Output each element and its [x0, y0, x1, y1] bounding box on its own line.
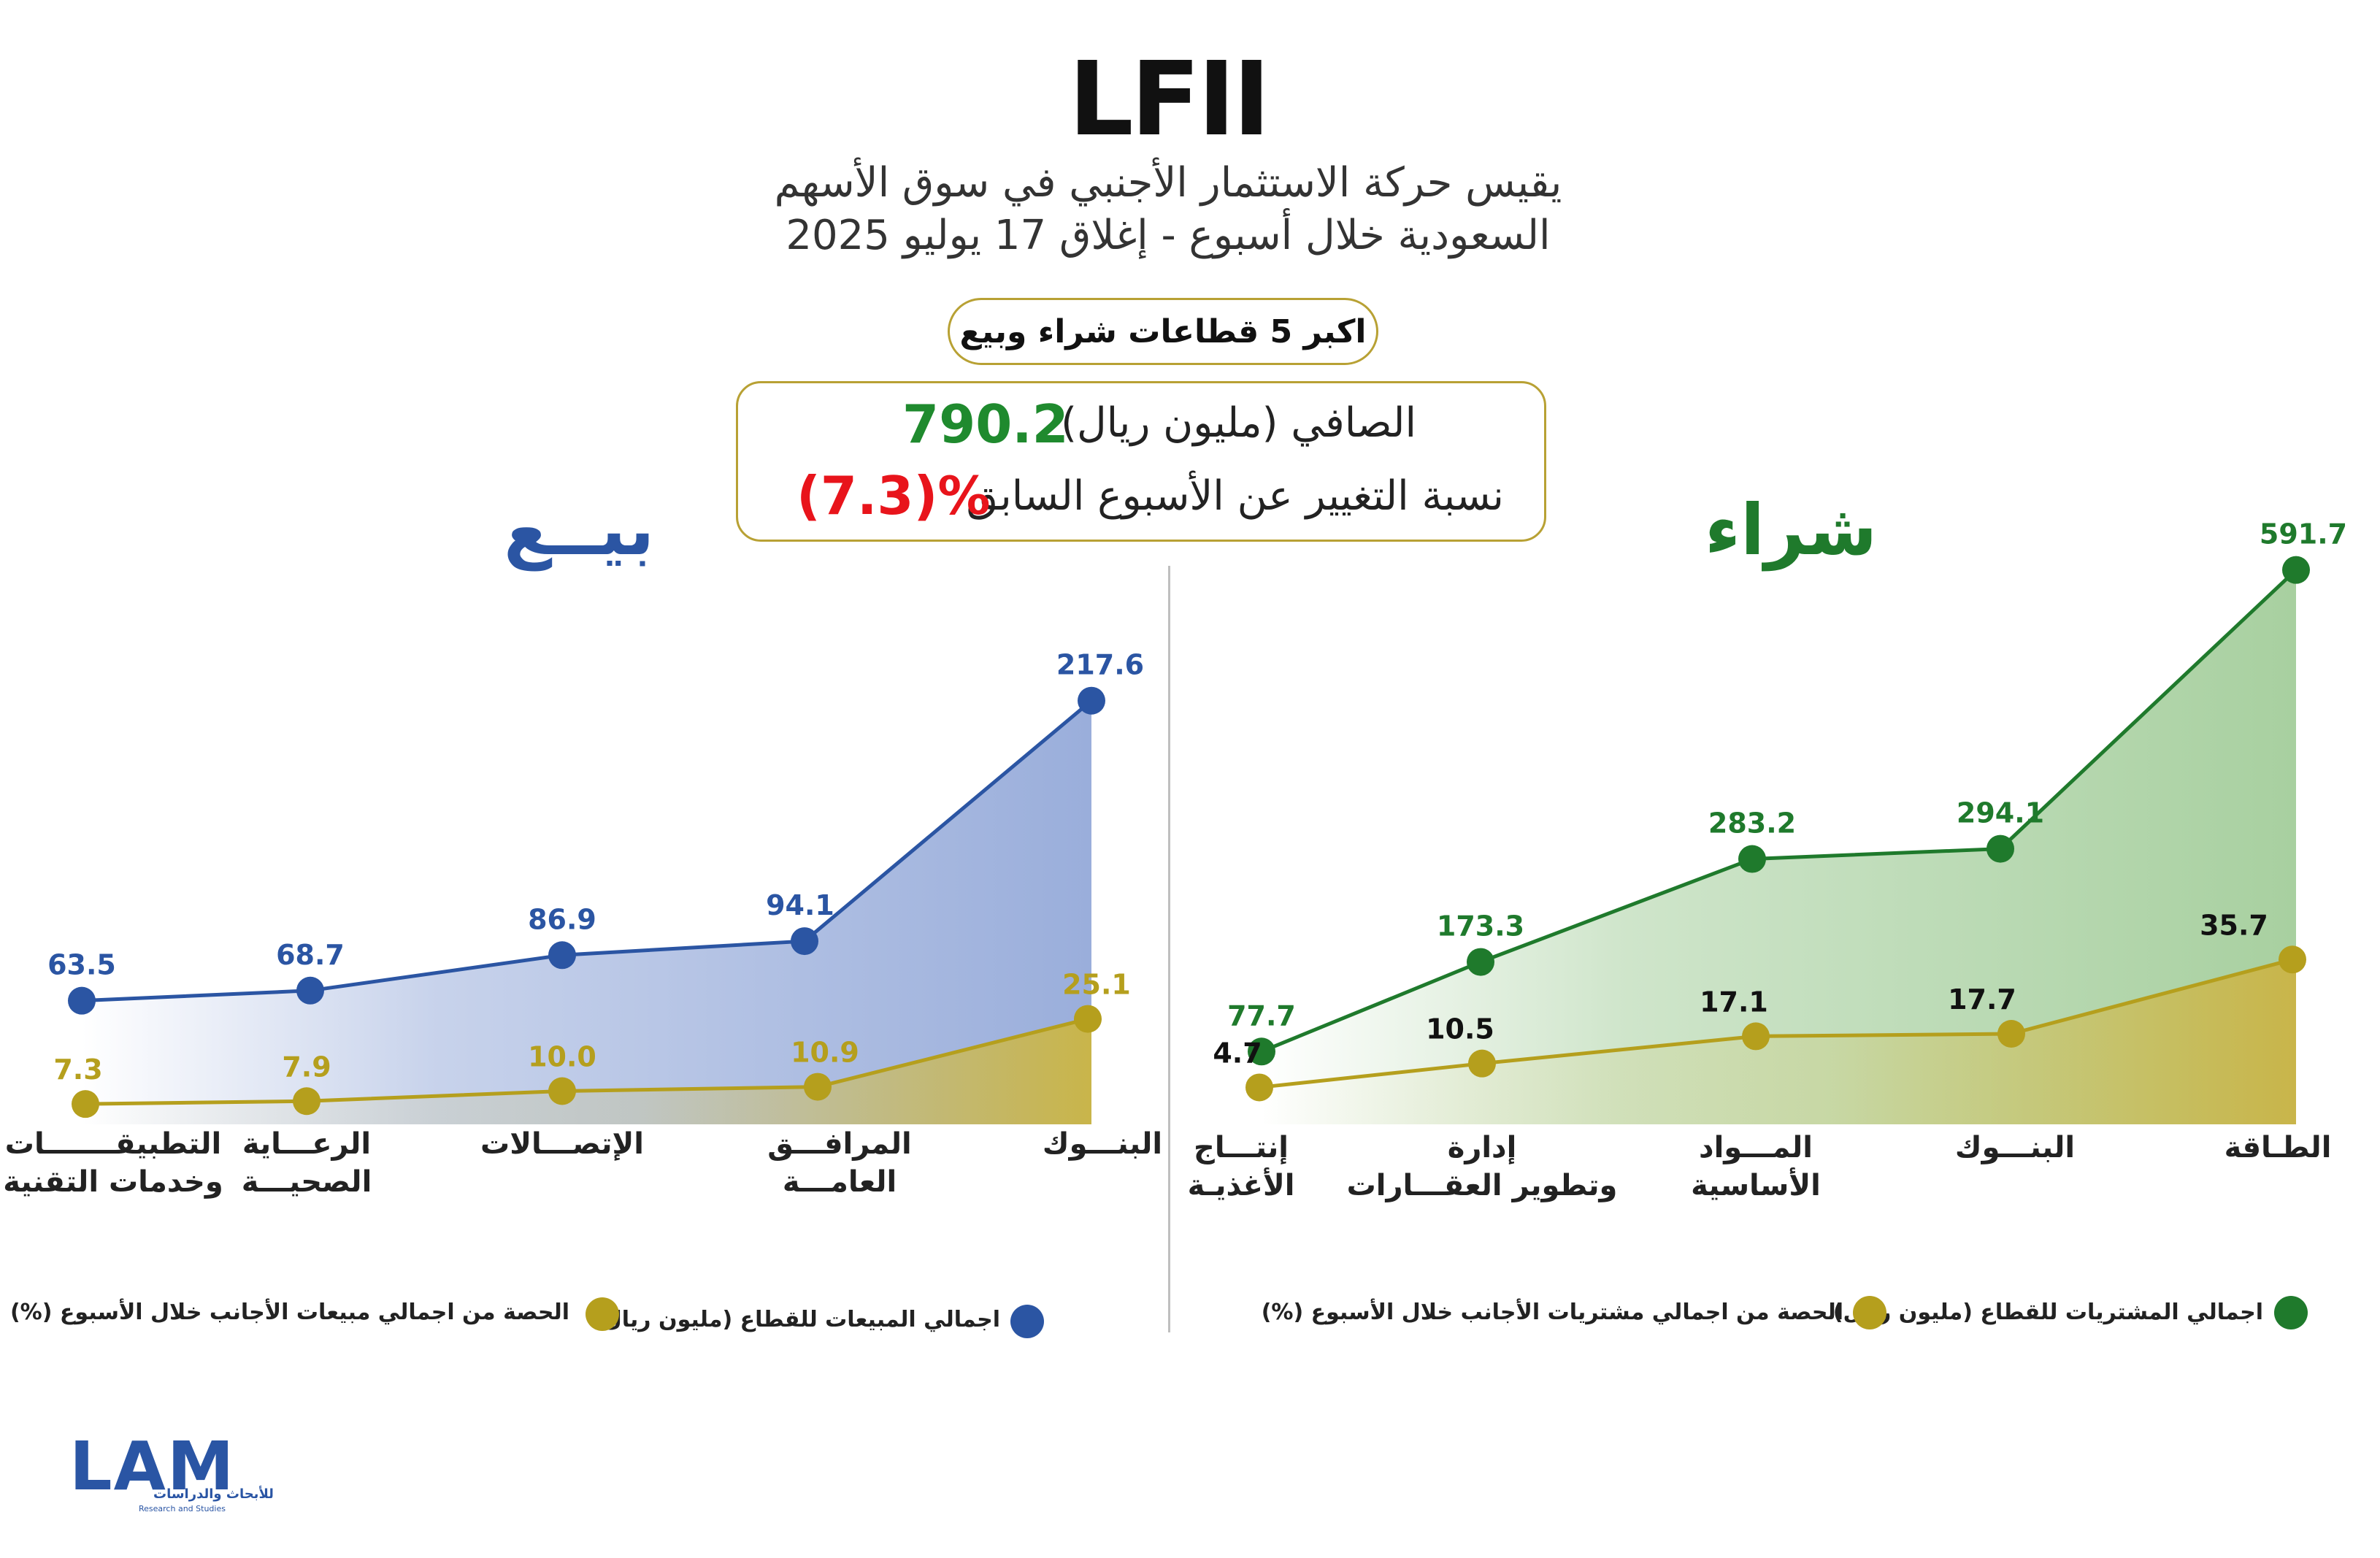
subtitle-line-1: يقيس حركة الاستثمار الأجنبي في سوق الأسه…: [774, 159, 1562, 207]
sell-share-label: 10.9: [791, 1037, 859, 1069]
buy-category-label: المـــواد الأساسية: [1691, 1131, 1821, 1202]
sell-share-label: 7.3: [53, 1054, 102, 1086]
sell-share-label: 25.1: [1062, 969, 1131, 1001]
net-label: الصافي (مليون ريال): [1061, 399, 1416, 447]
net-value: 790.2: [902, 394, 1069, 455]
buy-share-point: [1742, 1022, 1770, 1051]
sell-total-point: [296, 976, 324, 1005]
buy-total-point: [2282, 556, 2310, 584]
buy-category-label: إدارة وتطوير العقـــارات: [1347, 1131, 1618, 1202]
buy-total-point: [1986, 834, 2014, 863]
buy-title: شراء: [1705, 489, 1878, 571]
change-value: (7.3)%: [796, 465, 991, 526]
buy-share-point: [1468, 1049, 1496, 1078]
sell-total-point: [791, 927, 818, 956]
buy-total-label: 294.1: [1957, 797, 2044, 829]
buy-total-point: [1248, 1037, 1275, 1066]
sell-share-area: [85, 1018, 1091, 1124]
sell-share-point: [293, 1087, 320, 1116]
sell-total-point: [1078, 686, 1105, 715]
sell-total-label: 63.5: [47, 949, 116, 981]
change-label: نسبة التغيير عن الأسبوع السابق: [966, 472, 1504, 520]
sell-total-point: [548, 941, 576, 970]
sell-share-label: 7.9: [282, 1051, 331, 1083]
buy-total-label: 173.3: [1437, 910, 1524, 943]
sell-category-label: التطبيقـــــــات وخدمات التقنية: [3, 1127, 223, 1199]
top-sectors-pill: اكبر 5 قطاعات شراء وبيع: [948, 298, 1378, 365]
buy-total-label: 77.7: [1227, 999, 1296, 1032]
buy-total-legend-dot: [2274, 1296, 2308, 1329]
sell-total-legend-dot: [1010, 1305, 1044, 1338]
sell-total-label: 217.6: [1056, 649, 1144, 681]
buy-total-point: [1467, 948, 1494, 976]
buy-share-legend-dot: [1853, 1296, 1886, 1329]
sell-share-point: [72, 1090, 99, 1118]
buy-category-label: الطـاقة: [2224, 1131, 2332, 1164]
top-sectors-label: اكبر 5 قطاعات شراء وبيع: [959, 312, 1367, 350]
buy-chart: 77.7 173.3 283.2 294.1 591.7 4.7 10.5 17.1 17.7 3…: [1188, 518, 2348, 1202]
subtitle-line-2: السعودية خلال أسبوع - إغلاق 17 يوليو 202…: [786, 212, 1551, 259]
lam-logo-english: Research and Studies: [139, 1504, 226, 1513]
buy-share-label: 17.1: [1700, 986, 1768, 1018]
buy-share-label: 35.7: [2200, 909, 2268, 941]
summary-box: الصافي (مليون ريال) 790.2 نسبة التغيير ع…: [736, 381, 1546, 542]
lam-logo-arabic: للأبحاث والدراسات: [153, 1486, 274, 1502]
sell-title: بيــع: [504, 489, 655, 571]
sell-share-legend-dot: [586, 1297, 619, 1331]
lam-logo: LAM: [69, 1427, 236, 1505]
buy-share-point: [1245, 1073, 1273, 1102]
buy-share-legend-label: الحصة من اجمالي مشتريات الأجانب خلال الأ…: [1261, 1300, 1843, 1325]
sell-share-legend-label: الحصة من اجمالي مبيعات الأجانب خلال الأس…: [9, 1300, 569, 1325]
sell-total-point: [68, 986, 96, 1015]
sell-share-label: 10.0: [528, 1041, 596, 1073]
buy-total-legend-label: اجمالي المشتريات للقطاع (مليون ريال): [1832, 1300, 2263, 1325]
panel-divider: [1168, 566, 1170, 1332]
buy-total-point: [1738, 845, 1766, 873]
buy-share-point: [1997, 1019, 2025, 1048]
buy-share-label: 10.5: [1426, 1013, 1494, 1045]
sell-chart: 63.5 68.7 86.9 94.1 217.6 7.3 7.9 10.0 10.9 25.1 ا…: [3, 649, 1162, 1199]
buy-category-label: إنتـــاج الأغذيـة: [1188, 1131, 1295, 1202]
sell-total-area: [82, 700, 1091, 1124]
buy-share-label: 17.7: [1948, 983, 2016, 1016]
sell-category-label: الإتصـــالات: [480, 1127, 644, 1161]
buy-total-label: 283.2: [1708, 807, 1796, 840]
sell-category-label: المرافـــق العامـــة: [767, 1127, 911, 1199]
sell-total-label: 86.9: [528, 903, 596, 935]
buy-total-area: [1262, 569, 2296, 1124]
sell-category-label: البنـــوك: [1043, 1127, 1162, 1161]
buy-share-label: 4.7: [1213, 1037, 1262, 1069]
sell-share-point: [1074, 1005, 1102, 1033]
sell-share-point: [804, 1072, 832, 1101]
buy-total-label: 591.7: [2260, 518, 2347, 550]
sell-category-label: الرعـــاية الصحيـــة: [242, 1127, 372, 1199]
sell-total-label: 68.7: [276, 939, 345, 971]
sell-total-label: 94.1: [766, 889, 834, 921]
sell-share-point: [548, 1077, 576, 1105]
sell-total-legend-label: اجمالي المبيعات للقطاع (مليون ريال): [593, 1307, 1000, 1332]
buy-category-label: البنـــوك: [1955, 1131, 2075, 1164]
page-title: LFII: [1068, 40, 1270, 159]
buy-share-area: [1259, 959, 2296, 1124]
buy-share-point: [2279, 945, 2306, 974]
